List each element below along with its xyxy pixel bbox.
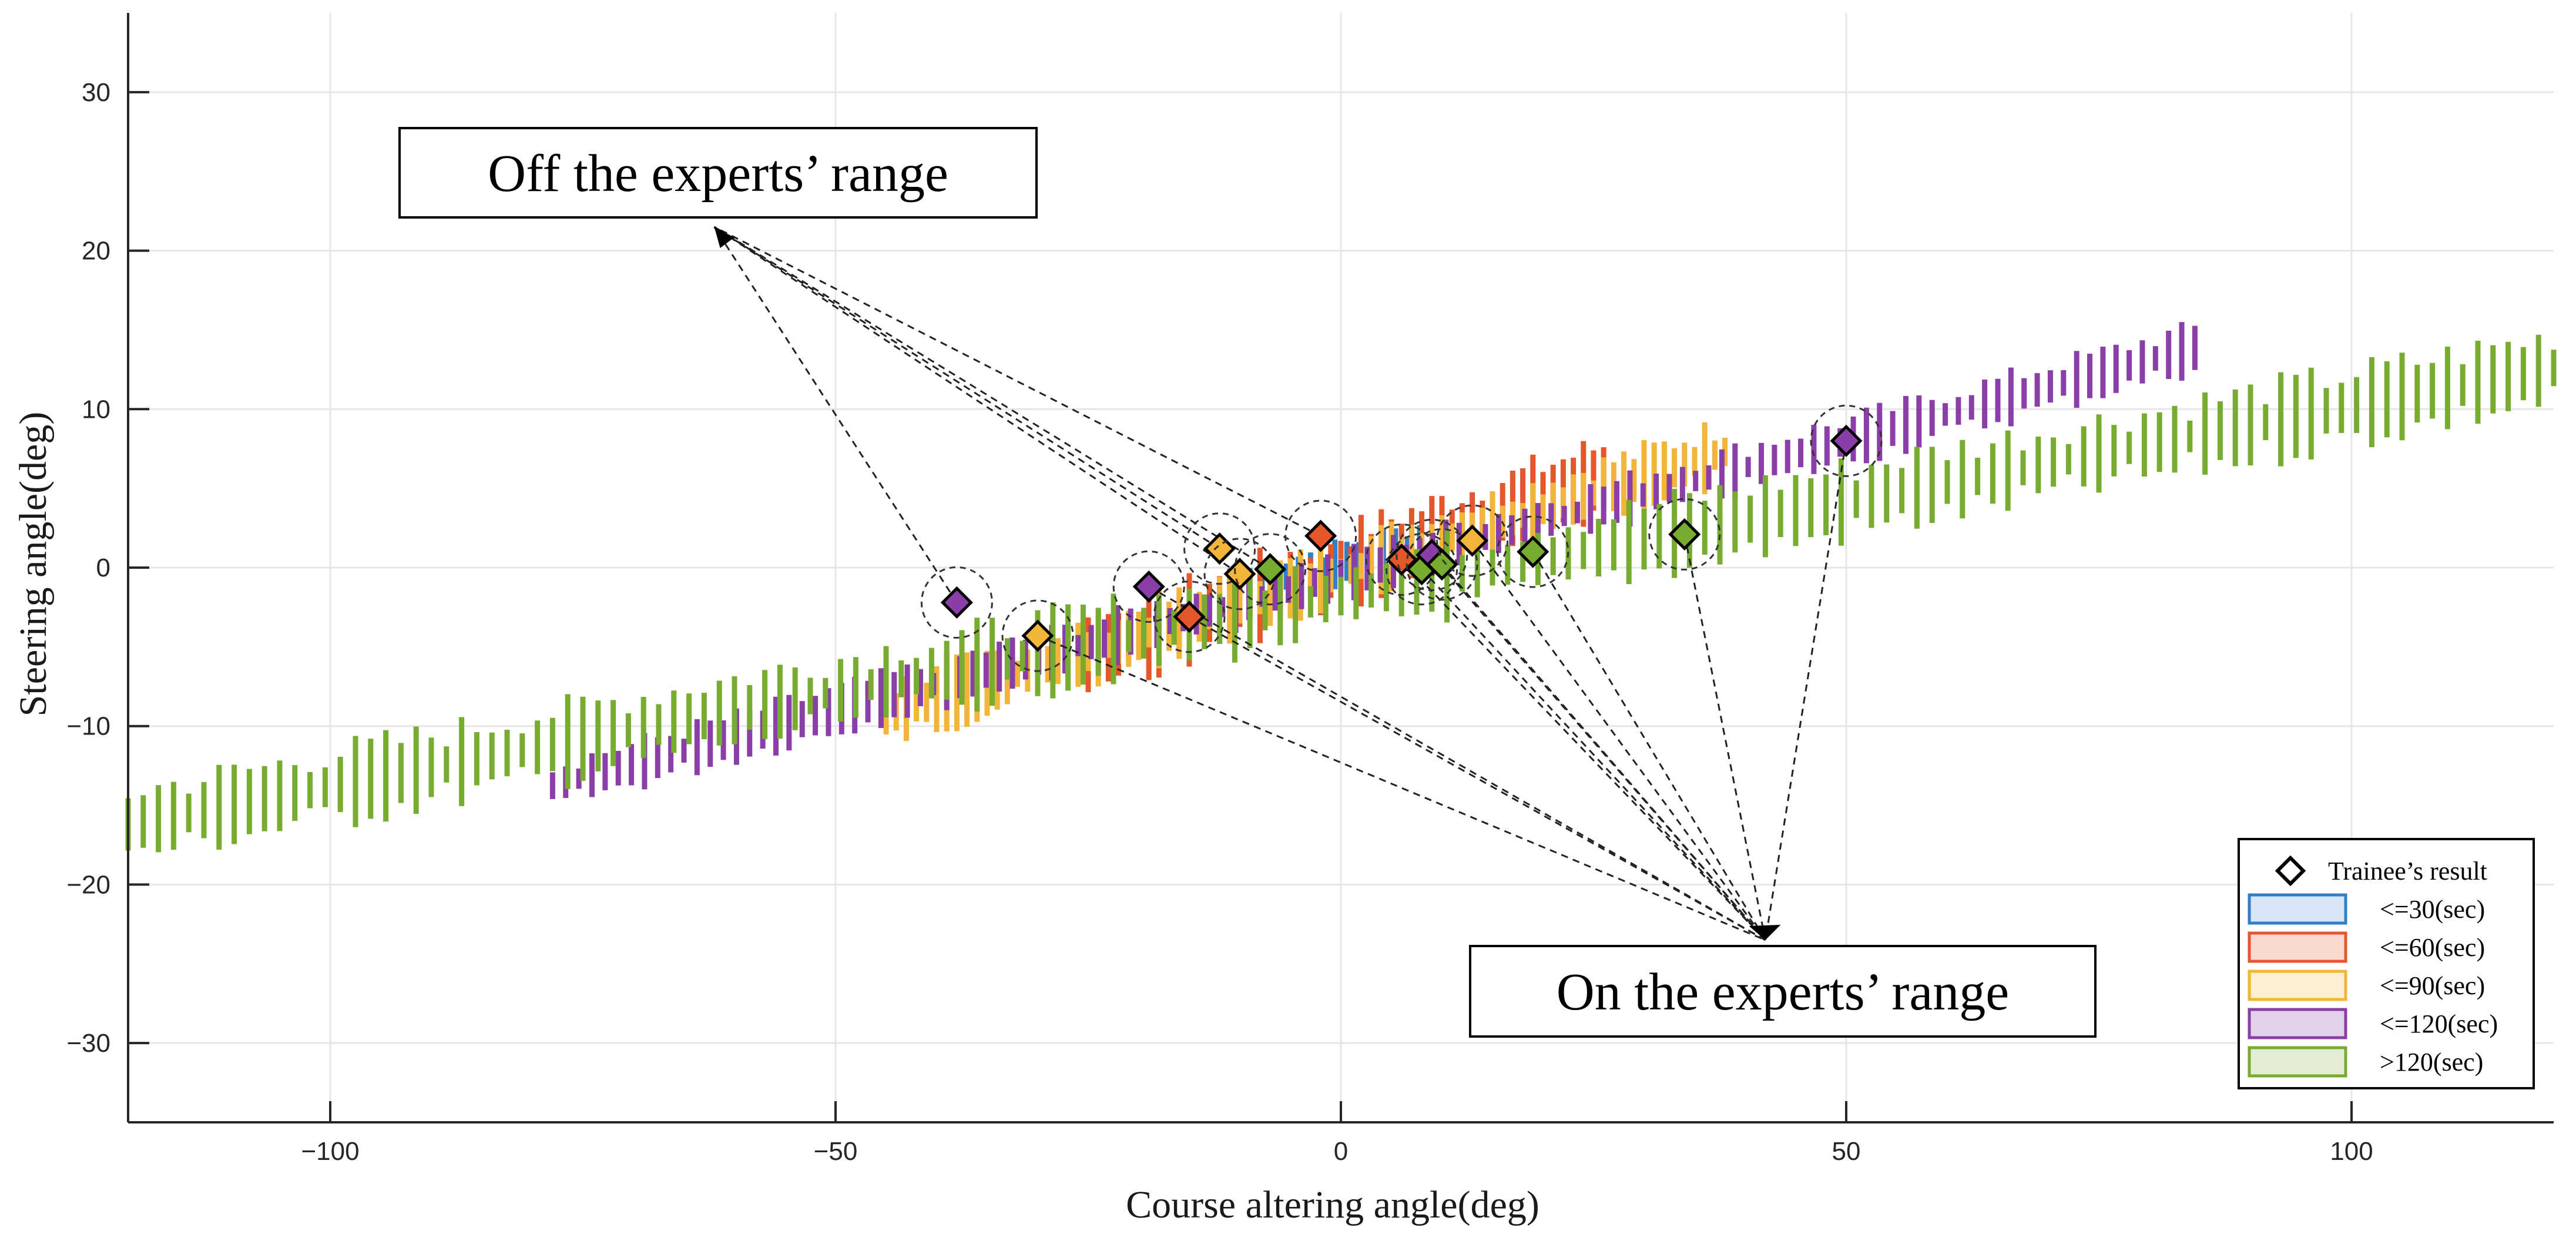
trainee-diamond-marker — [1425, 548, 1458, 581]
x-axis-title: Course altering angle(deg) — [1126, 1183, 1539, 1226]
trainee-highlight-circle — [1153, 581, 1226, 653]
annotation-arrow-line — [713, 226, 1220, 549]
trainee-highlight-circle — [1406, 528, 1478, 601]
x-tick-label: 0 — [1334, 1137, 1348, 1166]
trainee-highlight-circle — [1112, 550, 1185, 623]
trainee-highlight-circle — [1396, 518, 1468, 591]
trainee-diamond-marker — [1668, 518, 1701, 551]
trainee-diamond-marker — [1254, 553, 1287, 586]
arrowhead-on — [1749, 924, 1781, 940]
legend: Trainee’s result <=30(sec) <=60(sec) <=90(s… — [2238, 838, 2535, 1089]
trainee-markers — [920, 404, 1883, 672]
legend-label: >120(sec) — [2380, 1048, 2483, 1076]
legend-swatch — [2248, 1008, 2347, 1039]
callout-off-text: Off the experts’ range — [488, 145, 948, 203]
trainee-diamond-marker — [1223, 558, 1256, 591]
y-tick-label: 10 — [82, 395, 110, 424]
y-tick-label: 30 — [82, 78, 110, 107]
trainee-result-point — [1406, 528, 1478, 601]
trainee-diamond-marker — [1304, 519, 1337, 552]
annotation-arrow-line — [713, 226, 1321, 537]
annotation-arrows — [713, 226, 1847, 941]
annotation-arrow-line — [1441, 564, 1766, 941]
legend-diamond-swatch — [2275, 855, 2306, 887]
trainee-result-point — [1234, 533, 1307, 606]
legend-label: <=60(sec) — [2380, 933, 2485, 962]
annotation-arrow-line — [713, 226, 1240, 575]
trainee-result-point — [1284, 499, 1357, 572]
legend-item: <=120(sec) — [2248, 1008, 2498, 1039]
legend-item: <=90(sec) — [2248, 970, 2485, 1001]
legend-item: >120(sec) — [2248, 1046, 2483, 1078]
trainee-highlight-circle — [1436, 504, 1509, 577]
trainee-diamond-marker — [940, 586, 973, 619]
trainee-diamond-marker — [1132, 570, 1165, 603]
trainee-highlight-circle — [1386, 533, 1458, 606]
x-tick-label: 100 — [2330, 1137, 2373, 1166]
annotation-arrow-line — [1471, 540, 1766, 941]
annotation-arrow-line — [1532, 551, 1766, 941]
annotation-arrow-line — [713, 226, 958, 603]
trainee-highlight-circle — [1497, 515, 1569, 588]
trainee-result-point — [1112, 550, 1185, 623]
trainee-highlight-circle — [1234, 533, 1307, 606]
trainee-result-point — [1436, 504, 1509, 577]
trainee-result-point — [920, 566, 993, 639]
callout-on-text: On the experts’ range — [1557, 963, 2010, 1021]
y-tick-label: −30 — [66, 1029, 110, 1058]
y-tick-label: −20 — [66, 870, 110, 899]
y-axis-title: Steering angle(deg) — [12, 412, 55, 717]
annotation-arrow-line — [1037, 635, 1766, 941]
trainee-diamond-marker — [1173, 601, 1206, 633]
annotation-arrow-line — [713, 226, 1271, 570]
y-tick-label: 0 — [96, 554, 110, 582]
legend-item: <=30(sec) — [2248, 893, 2485, 925]
trainee-result-point — [1153, 581, 1226, 653]
trainee-result-point — [1648, 498, 1721, 571]
trainee-result-point — [1810, 404, 1883, 477]
trainee-diamond-marker — [1517, 535, 1549, 568]
trainee-diamond-marker — [1830, 424, 1863, 457]
legend-item: <=60(sec) — [2248, 931, 2485, 963]
annotation-arrow-line — [1401, 559, 1766, 941]
arrowhead-off — [714, 227, 734, 249]
x-tick-label: 50 — [1832, 1137, 1861, 1166]
annotation-arrow-line — [1421, 568, 1766, 941]
legend-swatch — [2248, 970, 2347, 1001]
legend-swatch — [2248, 931, 2347, 963]
callout-on-box — [1469, 945, 2097, 1038]
trainee-highlight-circle — [1810, 404, 1883, 477]
callout-off-range: Off the experts’ range — [398, 127, 1038, 219]
y-tick-label: −10 — [66, 712, 110, 741]
legend-label: <=120(sec) — [2380, 1009, 2498, 1038]
trainee-result-point — [1497, 515, 1569, 588]
trainee-highlight-circle — [1001, 599, 1074, 672]
legend-swatch — [2248, 1046, 2347, 1078]
trainee-highlight-circle — [1648, 498, 1721, 571]
legend-label: <=90(sec) — [2380, 971, 2485, 1000]
x-tick-label: −100 — [301, 1137, 359, 1166]
x-tick-label: −50 — [814, 1137, 858, 1166]
trainee-highlight-circle — [1284, 499, 1357, 572]
legend-swatch — [2248, 893, 2347, 925]
trainee-diamond-marker — [1456, 524, 1489, 557]
trainee-result-point — [1001, 599, 1074, 672]
legend-item: Trainee’s result — [2275, 855, 2487, 887]
legend-label: <=30(sec) — [2380, 895, 2485, 924]
y-tick-label: 20 — [82, 237, 110, 266]
trainee-highlight-circle — [1183, 512, 1256, 585]
callout-on-range: On the experts’ range — [1469, 945, 2097, 1038]
trainee-diamond-marker — [1021, 619, 1054, 652]
legend-label: Trainee’s result — [2328, 857, 2487, 886]
annotation-arrow-line — [1764, 440, 1847, 941]
callout-off-box — [398, 127, 1038, 219]
trainee-highlight-circle — [920, 566, 993, 639]
